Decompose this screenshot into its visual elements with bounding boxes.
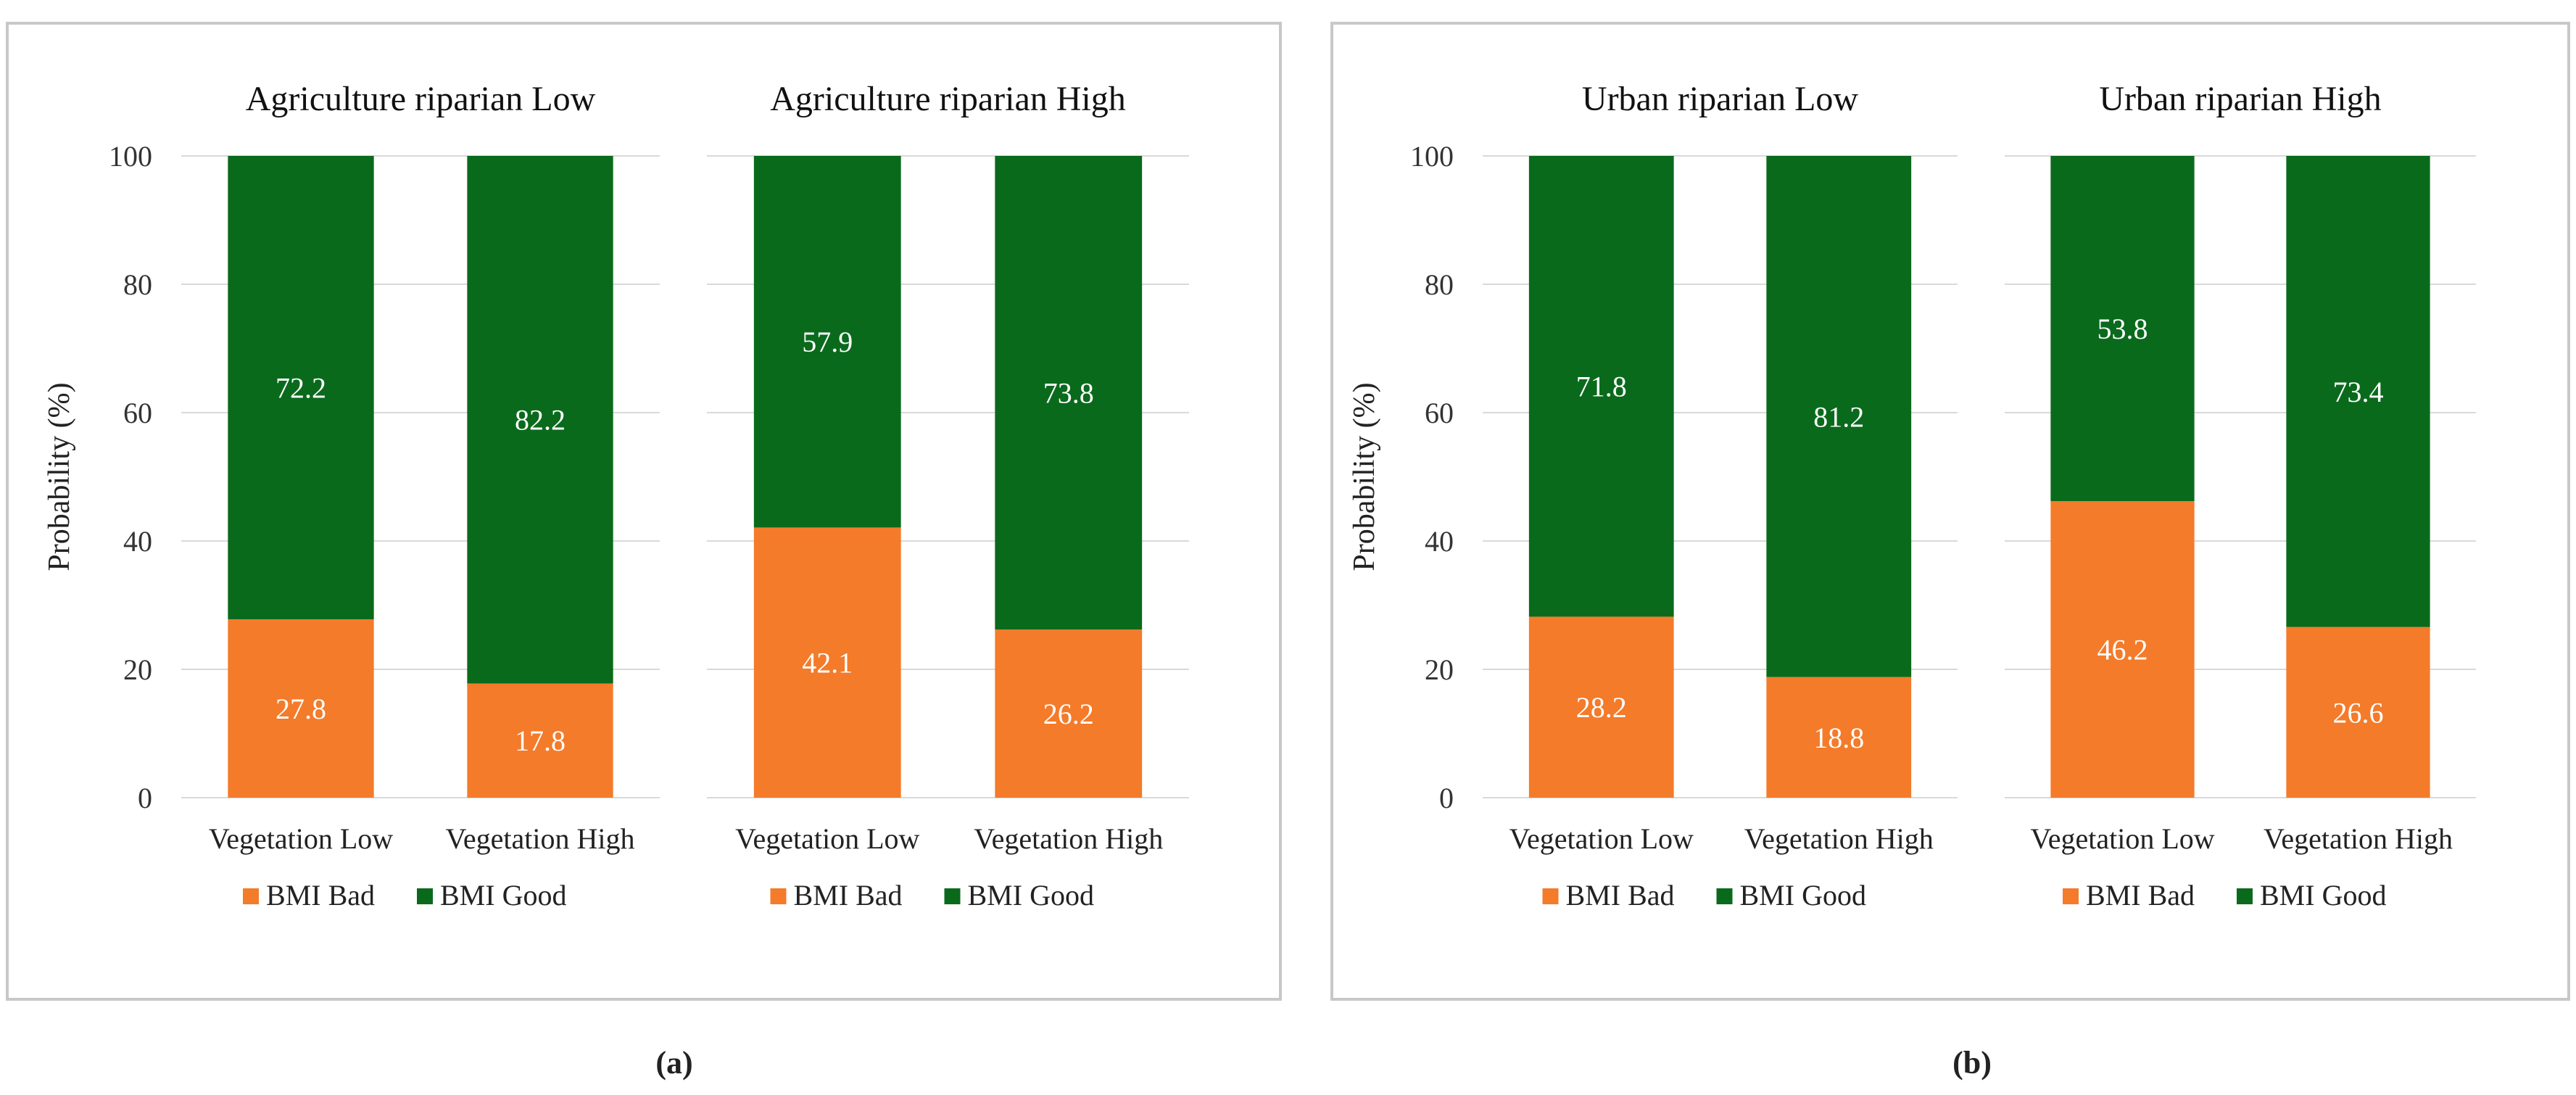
- chart-0-ytick-5: 100: [109, 140, 152, 173]
- chart-3-bar-1-0: [2050, 156, 2195, 502]
- chart-3-datalabel-1-0: 53.8: [2097, 313, 2148, 345]
- chart-0-datalabel-1-1: 82.2: [515, 404, 566, 437]
- chart-0-legend-swatch-1: [417, 888, 433, 904]
- chart-3-legend-label-0: BMI Bad: [2086, 879, 2195, 912]
- chart-1-datalabel-1-0: 57.9: [802, 326, 853, 358]
- chart-0-bar-0-1: [467, 683, 613, 798]
- chart-0-bar-0-0: [228, 619, 374, 798]
- chart-1-legend-swatch-1: [944, 888, 961, 904]
- chart-2-legend-label-1: BMI Good: [1740, 879, 1866, 912]
- chart-1-title: Agriculture riparian High: [770, 80, 1126, 118]
- chart-0-ytick-1: 20: [123, 653, 152, 686]
- chart-1-category-0: Vegetation Low: [735, 822, 919, 855]
- chart-2-datalabel-0-0: 28.2: [1576, 691, 1627, 724]
- panel-label-b: (b): [1952, 1045, 1992, 1080]
- chart-2-legend-label-0: BMI Bad: [1566, 879, 1675, 912]
- chart-3-title: Urban riparian High: [2099, 80, 2381, 118]
- chart-3-legend-swatch-0: [2063, 888, 2079, 904]
- chart-1-bar-1-1: [995, 156, 1143, 630]
- chart-2-category-1: Vegetation High: [1744, 822, 1934, 855]
- chart-3-datalabel-0-1: 26.6: [2333, 696, 2384, 729]
- chart-0-legend-swatch-0: [243, 888, 259, 904]
- chart-2-datalabel-1-0: 71.8: [1576, 371, 1627, 403]
- chart-2-ytick-3: 60: [1425, 397, 1454, 429]
- chart-0-ytick-4: 80: [123, 268, 152, 301]
- chart-0-datalabel-0-0: 27.8: [276, 693, 326, 725]
- chart-1-legend-label-1: BMI Good: [968, 879, 1094, 912]
- chart-0-legend-label-0: BMI Bad: [266, 879, 375, 912]
- chart-3-category-0: Vegetation Low: [2030, 822, 2214, 855]
- chart-0-title: Agriculture riparian Low: [246, 80, 596, 118]
- chart-2-ytick-5: 100: [1410, 140, 1454, 173]
- chart-3-datalabel-0-0: 46.2: [2097, 634, 2148, 666]
- chart-3-bar-0-0: [2050, 501, 2195, 798]
- chart-0-legend-label-1: BMI Good: [440, 879, 566, 912]
- chart-3-category-1: Vegetation High: [2264, 822, 2453, 855]
- chart-2-datalabel-0-1: 18.8: [1813, 722, 1864, 754]
- chart-1-datalabel-0-1: 26.2: [1043, 698, 1094, 730]
- chart-2-category-0: Vegetation Low: [1509, 822, 1694, 855]
- chart-2-ytick-0: 0: [1439, 782, 1454, 814]
- chart-2-bar-0-1: [1766, 677, 1912, 798]
- chart-1-datalabel-0-0: 42.1: [802, 647, 853, 679]
- chart-0-datalabel-0-1: 17.8: [515, 724, 566, 757]
- chart-0-ytick-3: 60: [123, 397, 152, 429]
- chart-1-bar-0-1: [995, 629, 1143, 798]
- chart-0-ytick-0: 0: [138, 782, 152, 814]
- chart-3-legend-label-1: BMI Good: [2260, 879, 2386, 912]
- chart-0-ylabel: Probability (%): [43, 382, 76, 571]
- chart-1-bar-1-0: [753, 156, 901, 528]
- chart-0-ytick-2: 40: [123, 525, 152, 558]
- chart-3-bar-1-1: [2286, 156, 2430, 627]
- chart-0-datalabel-1-0: 72.2: [276, 371, 326, 404]
- chart-2-ytick-1: 20: [1425, 653, 1454, 686]
- chart-2-bar-1-1: [1766, 156, 1912, 677]
- chart-2-bar-1-0: [1528, 156, 1674, 617]
- chart-2-bar-0-0: [1528, 616, 1674, 798]
- chart-0-bar-1-0: [228, 156, 374, 619]
- chart-3-legend-swatch-1: [2237, 888, 2253, 904]
- chart-0-category-0: Vegetation Low: [209, 822, 393, 855]
- chart-1-bar-0-0: [753, 527, 901, 798]
- chart-3-datalabel-1-1: 73.4: [2333, 376, 2384, 408]
- chart-1-legend-swatch-0: [770, 888, 787, 904]
- chart-1-category-1: Vegetation High: [974, 822, 1163, 855]
- chart-0-bar-1-1: [467, 156, 613, 684]
- chart-3-bar-0-1: [2286, 627, 2430, 798]
- chart-2-ylabel: Probability (%): [1348, 382, 1381, 571]
- chart-1-legend-label-0: BMI Bad: [794, 879, 903, 912]
- chart-2-legend-swatch-1: [1716, 888, 1733, 904]
- chart-2-title: Urban riparian Low: [1582, 80, 1859, 118]
- chart-2-ytick-2: 40: [1425, 525, 1454, 558]
- chart-2-ytick-4: 80: [1425, 268, 1454, 301]
- chart-1-datalabel-1-1: 73.8: [1043, 377, 1094, 410]
- panel-label-a: (a): [655, 1045, 693, 1080]
- chart-2-legend-swatch-0: [1542, 888, 1559, 904]
- chart-0-category-1: Vegetation High: [445, 822, 634, 855]
- chart-2-datalabel-1-1: 81.2: [1813, 400, 1864, 433]
